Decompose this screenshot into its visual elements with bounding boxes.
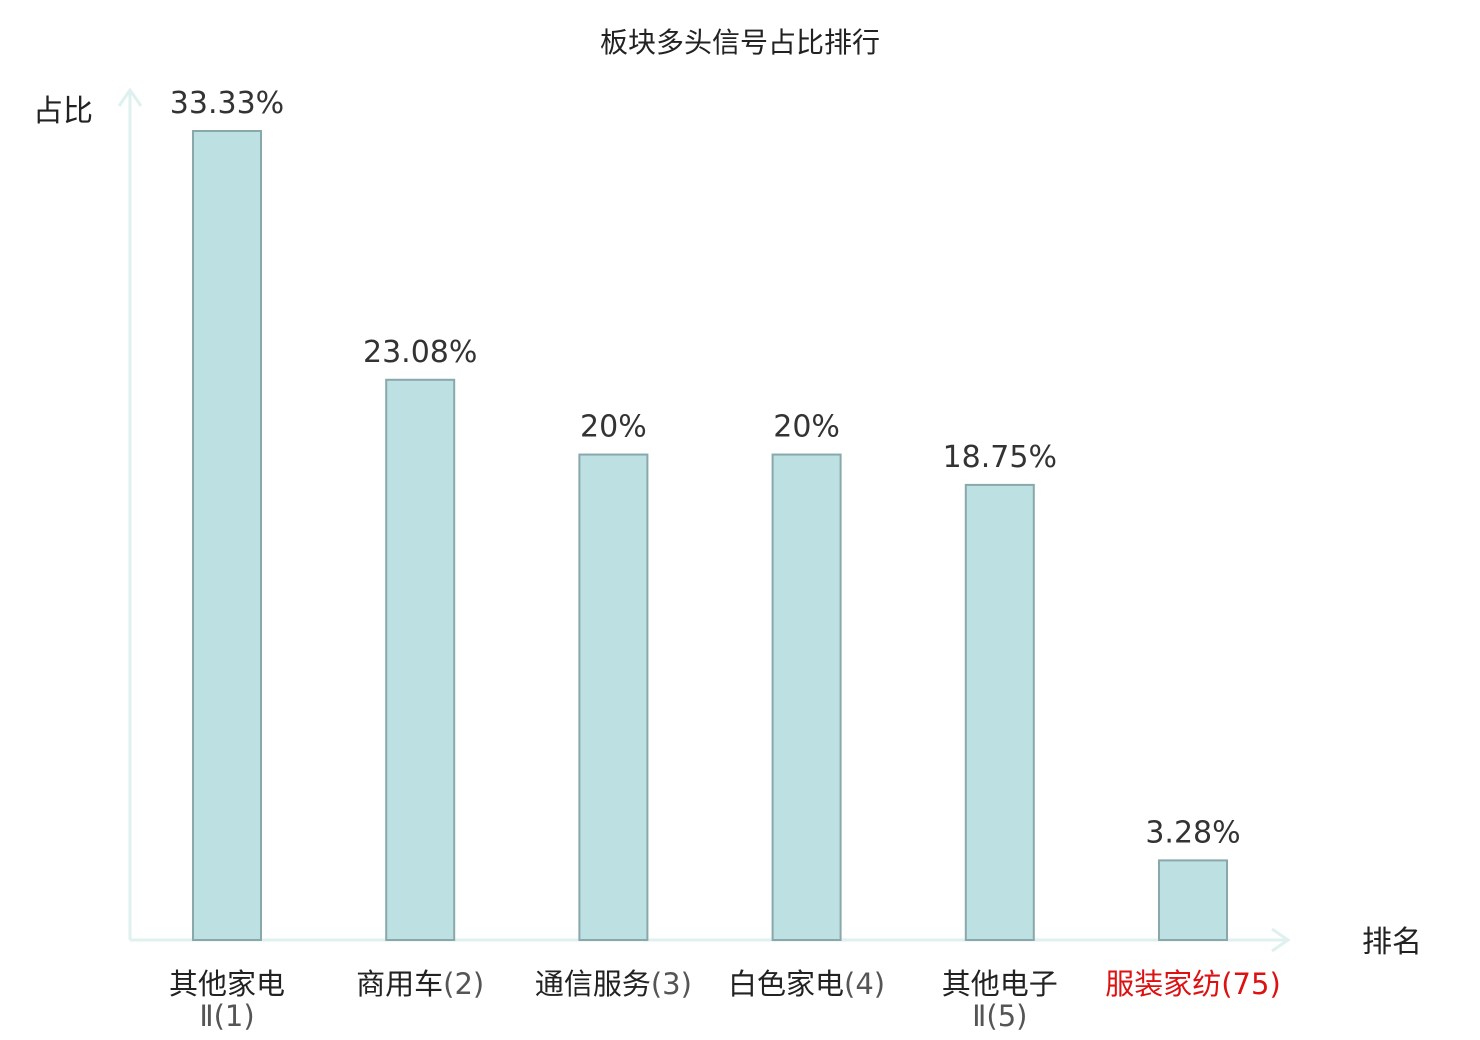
value-label-6: 3.28% bbox=[1145, 815, 1240, 850]
value-label-3: 20% bbox=[580, 410, 647, 445]
category-name: 服装家纺 bbox=[1105, 967, 1221, 1001]
category-rank: (3) bbox=[651, 967, 692, 1001]
category-name: 其他电子 bbox=[942, 967, 1058, 1001]
category-rank: (4) bbox=[844, 967, 885, 1001]
axes: 占比 排名 bbox=[33, 87, 1422, 960]
category-labels: 其他家电 Ⅱ(1) 商用车(2) 通信服务(3) 白色家电(4) 其他电子 Ⅱ(5) 服装家纺… bbox=[169, 967, 1281, 1033]
value-label-2: 23.08% bbox=[363, 335, 477, 370]
category-label-6: 服装家纺(75) bbox=[1105, 967, 1281, 1001]
value-label-5: 18.75% bbox=[943, 440, 1057, 475]
category-label-1: 其他家电 Ⅱ(1) bbox=[169, 967, 285, 1033]
bar-5 bbox=[964, 483, 1035, 941]
category-name: 其他家电 bbox=[169, 967, 285, 1001]
y-axis-title: 占比 bbox=[33, 94, 93, 129]
category-name: 白色家电 bbox=[728, 967, 844, 1001]
category-name: 商用车 bbox=[356, 967, 443, 1001]
category-rank: (75) bbox=[1221, 967, 1281, 1001]
category-label-2: 商用车(2) bbox=[356, 967, 484, 1001]
category-name: 通信服务 bbox=[535, 967, 651, 1001]
value-label-1: 33.33% bbox=[170, 86, 284, 121]
category-label-4: 白色家电(4) bbox=[728, 967, 885, 1001]
value-label-4: 20% bbox=[773, 410, 840, 445]
y-axis-arrow-icon bbox=[117, 87, 143, 107]
category-label-3: 通信服务(3) bbox=[535, 967, 692, 1001]
category-label-5: 其他电子 Ⅱ(5) bbox=[942, 967, 1058, 1033]
bar-2 bbox=[385, 378, 456, 942]
bar-6 bbox=[1158, 859, 1228, 941]
x-axis-title: 排名 bbox=[1362, 925, 1422, 960]
value-labels: 33.33% 23.08% 20% 20% 18.75% 3.28% bbox=[170, 86, 1241, 850]
x-axis-arrow-icon bbox=[1271, 927, 1291, 953]
bars bbox=[192, 130, 1228, 942]
bar-3 bbox=[578, 453, 649, 941]
category-rank: Ⅱ(1) bbox=[199, 999, 254, 1033]
chart-title: 板块多头信号占比排行 bbox=[600, 26, 880, 59]
category-rank: (2) bbox=[443, 967, 484, 1001]
category-rank: Ⅱ(5) bbox=[972, 999, 1027, 1033]
bar-1 bbox=[192, 130, 262, 941]
bar-4 bbox=[771, 453, 842, 941]
